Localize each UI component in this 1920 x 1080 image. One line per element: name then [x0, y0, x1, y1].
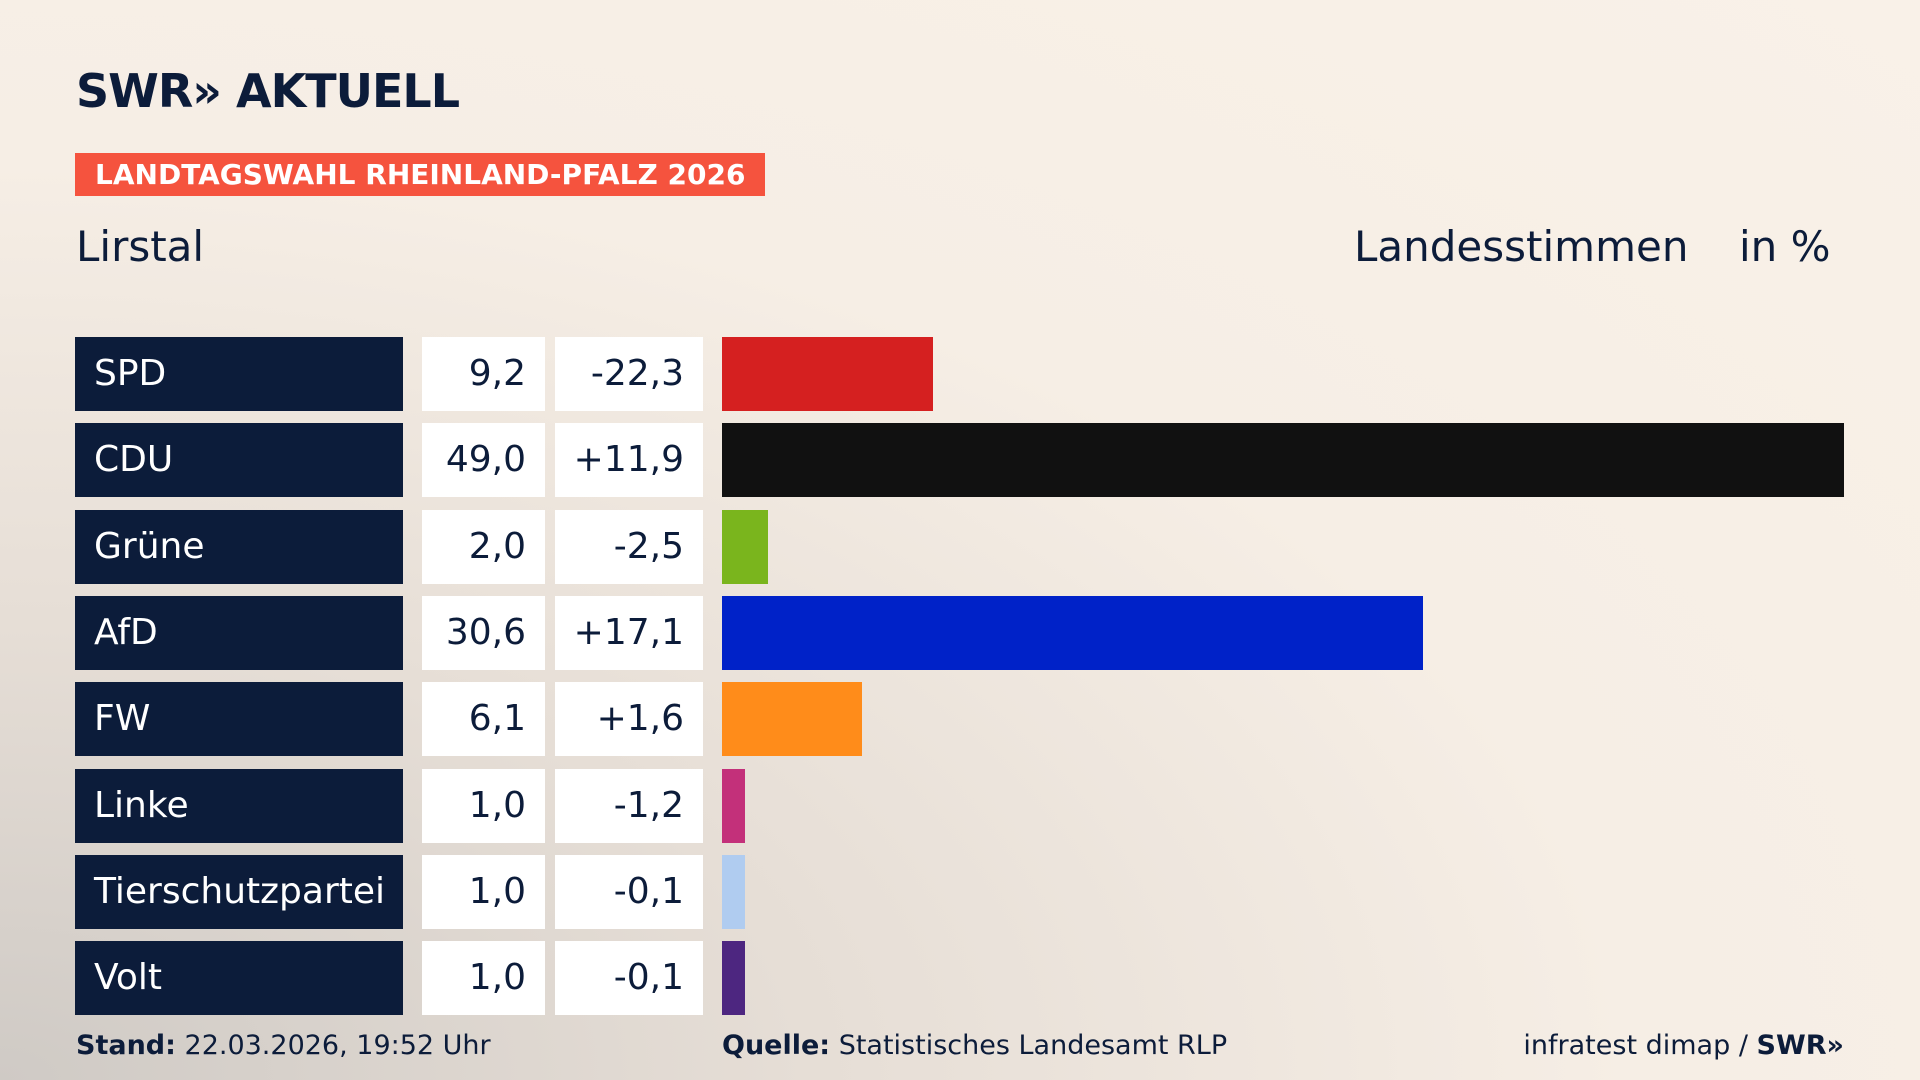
change-label: -2,5: [555, 509, 703, 584]
value-label: 1,0: [422, 768, 545, 843]
badge: LANDTAGSWAHL RHEINLAND-PFALZ 2026: [75, 153, 766, 196]
party-label: SPD: [75, 337, 403, 411]
change-label: +17,1: [555, 595, 703, 670]
bar: [722, 337, 933, 411]
change-label: -0,1: [555, 854, 703, 929]
value-label: 6,1: [422, 682, 545, 757]
place: Lirstal: [76, 222, 205, 271]
bar: [722, 854, 745, 929]
bar: [722, 768, 745, 843]
party-label: Linke: [75, 768, 403, 843]
party-label: FW: [75, 682, 403, 757]
stand: Stand: 22.03.2026, 19:52 Uhr: [76, 1030, 491, 1061]
unit: in %: [1739, 222, 1831, 271]
party-label: Volt: [75, 941, 403, 1016]
value-label: 9,2: [422, 337, 545, 411]
source: Quelle: Statistisches Landesamt RLP: [722, 1030, 1227, 1061]
bar: [722, 682, 862, 757]
change-label: +11,9: [555, 423, 703, 498]
change-label: -0,1: [555, 941, 703, 1016]
source-text: Statistisches Landesamt RLP: [838, 1030, 1228, 1061]
stand-label: Stand:: [76, 1030, 176, 1061]
value-label: 2,0: [422, 509, 545, 584]
bar: [722, 423, 1844, 498]
party-label: CDU: [75, 423, 403, 498]
bar: [722, 509, 768, 584]
value-label: 49,0: [422, 423, 545, 498]
party-label: AfD: [75, 595, 403, 670]
value-label: 1,0: [422, 941, 545, 1016]
party-label: Tierschutzpartei: [75, 854, 403, 929]
value-label: 30,6: [422, 595, 545, 670]
bar: [722, 595, 1423, 670]
measure: Landesstimmen: [1354, 222, 1689, 271]
party-label: Grüne: [75, 509, 403, 584]
credit-logo: SWR»: [1756, 1030, 1844, 1061]
credit-text: infratest dimap /: [1523, 1030, 1748, 1061]
change-label: -1,2: [555, 768, 703, 843]
stand-date: 22.03.2026, 19:52 Uhr: [184, 1030, 491, 1061]
change-label: -22,3: [555, 337, 703, 411]
logo: SWR» AKTUELL: [76, 64, 460, 118]
value-label: 1,0: [422, 854, 545, 929]
credit: infratest dimap / SWR»: [1523, 1030, 1844, 1061]
change-label: +1,6: [555, 682, 703, 757]
bar: [722, 941, 745, 1016]
source-label: Quelle:: [722, 1030, 831, 1061]
